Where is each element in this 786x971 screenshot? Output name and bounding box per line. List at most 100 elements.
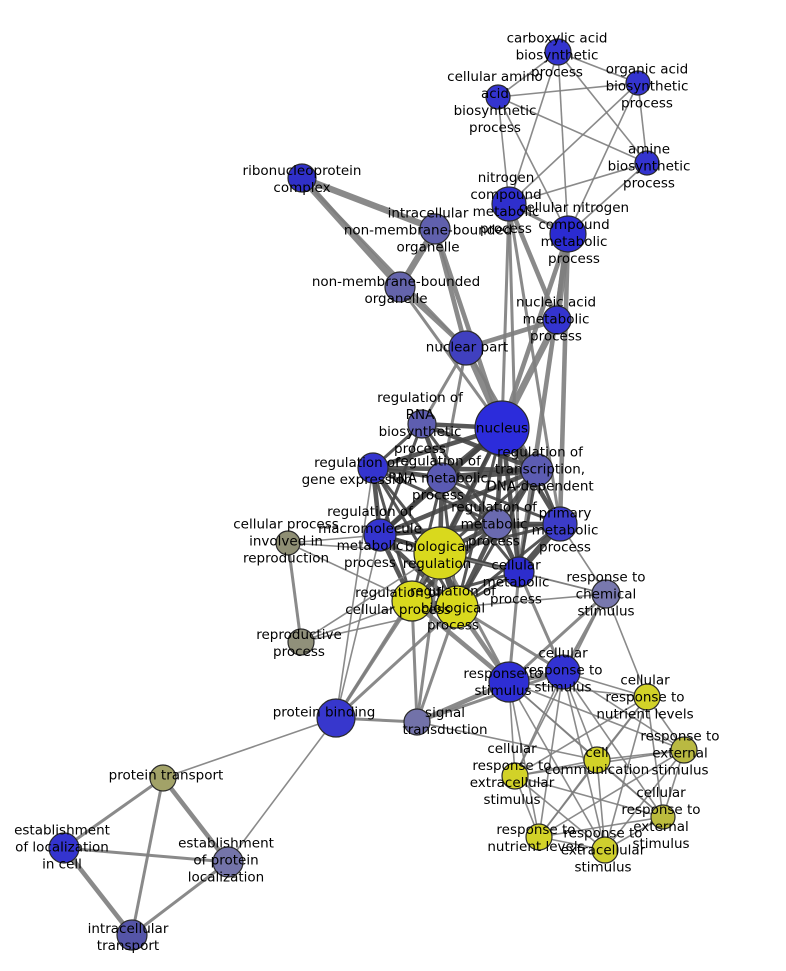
edge-oab-cnc — [567, 82, 639, 235]
node-label-rrm: regulation of RNA metabolic process — [388, 454, 488, 504]
node-cam[interactable] — [485, 84, 511, 110]
node-rnp[interactable] — [287, 163, 317, 193]
node-sig[interactable] — [403, 708, 431, 736]
node-pmt[interactable] — [542, 506, 578, 542]
edge-rnp-inm — [300, 174, 437, 233]
node-label-bre: biological regulation — [403, 539, 472, 572]
edge-rcs-crn — [605, 593, 648, 698]
node-label-rmm: regulation of macromolecule metabolic proce… — [318, 504, 422, 571]
node-label-amb: amine biosynthetic process — [608, 142, 691, 192]
edge-epl-itr — [131, 860, 229, 937]
node-rbp[interactable] — [435, 585, 479, 629]
node-itr[interactable] — [116, 919, 148, 951]
node-rpm[interactable] — [481, 508, 513, 540]
edge-crn-cxe — [646, 696, 664, 818]
edge-elc-epl — [63, 846, 229, 864]
node-rxs[interactable] — [591, 836, 619, 864]
node-oab[interactable] — [625, 70, 651, 96]
node-label-rge: regulation of gene expression — [302, 455, 413, 488]
node-rtd[interactable] — [520, 453, 554, 487]
edge-rcs-rst — [507, 592, 608, 684]
node-label-rrb: regulation of RNA biosynthetic process — [377, 390, 464, 457]
node-label-sig: signal transduction — [402, 705, 487, 738]
edge-pbd-epl — [227, 717, 337, 863]
node-cre[interactable] — [501, 762, 529, 790]
edge-crn-cre — [514, 696, 648, 777]
edge-ccm-rxs — [596, 759, 606, 851]
node-label-cpr: cellular process involved in reproduction — [233, 517, 339, 567]
edge-cam-cnc — [497, 96, 569, 235]
node-label-nuc: nucleus — [476, 421, 528, 437]
node-label-caa: carboxylic acid biosynthetic process — [507, 31, 608, 81]
node-cnc[interactable] — [549, 215, 587, 253]
node-label-rst: response to stimulus — [463, 666, 542, 699]
edge-rst-rcp — [410, 599, 511, 684]
node-label-rpm: regulation of metabolic process — [451, 500, 538, 550]
node-elc[interactable] — [48, 832, 80, 864]
labels-layer: carboxylic acid biosynthetic processcellul… — [14, 31, 720, 955]
node-inm[interactable] — [419, 213, 451, 245]
node-rrb[interactable] — [407, 409, 437, 439]
node-rge[interactable] — [357, 452, 389, 484]
node-cpr[interactable] — [275, 530, 301, 556]
node-label-rcp: regulation of cellular process — [345, 585, 451, 618]
node-crs[interactable] — [545, 654, 581, 690]
node-ptr[interactable] — [149, 764, 177, 792]
node-nmb[interactable] — [384, 271, 416, 303]
node-label-rxs: response to extracellular stimulus — [561, 826, 646, 876]
node-label-cxe: cellular response to external stimulus — [621, 785, 700, 852]
node-label-elc: establishment of localization in cell — [14, 823, 110, 873]
edge-pbd-rmm — [335, 534, 381, 719]
node-rst[interactable] — [488, 661, 530, 703]
node-cmt[interactable] — [503, 556, 535, 588]
node-label-cam: cellular amino acid biosynthetic process — [447, 69, 543, 136]
node-cxe[interactable] — [650, 804, 676, 830]
node-epl[interactable] — [212, 846, 244, 878]
edge-nmb-nuc — [398, 286, 504, 429]
node-label-npt: nuclear part — [426, 340, 508, 356]
edge-pbd-ptr — [162, 717, 337, 779]
edge-crs-sig — [416, 670, 564, 724]
node-label-pbd: protein binding — [273, 705, 376, 721]
edge-rst-cxe — [508, 681, 664, 818]
edge-pbd-rbp — [334, 605, 459, 720]
edge-crs-cxe — [562, 671, 664, 818]
edge-rst-rex — [508, 681, 685, 751]
node-caa[interactable] — [544, 38, 572, 66]
edge-rst-rxs — [508, 681, 606, 851]
node-nam[interactable] — [542, 305, 572, 335]
node-crn[interactable] — [633, 683, 661, 711]
edge-ncm-nam — [506, 203, 560, 321]
node-label-cnc: cellular nitrogen compound metabolic proces… — [519, 200, 629, 267]
edge-rex-rnl — [538, 749, 685, 838]
edge-rpr-rbp — [300, 606, 458, 643]
node-ccm[interactable] — [583, 746, 611, 774]
node-label-epl: establishment of protein localization — [178, 836, 274, 886]
node-label-ptr: protein transport — [109, 768, 224, 784]
node-rpr[interactable] — [287, 628, 315, 656]
edge-caa-amb — [557, 51, 648, 164]
edge-crs-rex — [562, 671, 685, 751]
node-rcs[interactable] — [591, 579, 621, 609]
node-label-rpr: reproductive process — [256, 627, 342, 660]
node-amb[interactable] — [634, 150, 660, 176]
edge-caa-ncm — [508, 51, 559, 205]
node-bre[interactable] — [413, 526, 467, 580]
edge-cxe-rnl — [538, 816, 664, 838]
edge-ncm-nuc — [500, 203, 511, 429]
node-label-nam: nucleic acid metabolic process — [516, 295, 596, 345]
node-pbd[interactable] — [316, 698, 356, 738]
node-label-itr: intracellular transport — [88, 921, 169, 954]
node-rnl[interactable] — [525, 823, 553, 851]
node-rmm[interactable] — [363, 518, 397, 552]
node-npt[interactable] — [448, 330, 484, 366]
node-rcp[interactable] — [391, 580, 433, 622]
node-nuc[interactable] — [474, 400, 530, 456]
node-ncm[interactable] — [491, 186, 527, 222]
node-rrm[interactable] — [426, 462, 458, 494]
edge-inm-nuc — [432, 228, 505, 429]
edge-ptr-elc — [63, 776, 164, 850]
node-rex[interactable] — [670, 736, 698, 764]
edge-sig-ccm — [416, 721, 598, 761]
